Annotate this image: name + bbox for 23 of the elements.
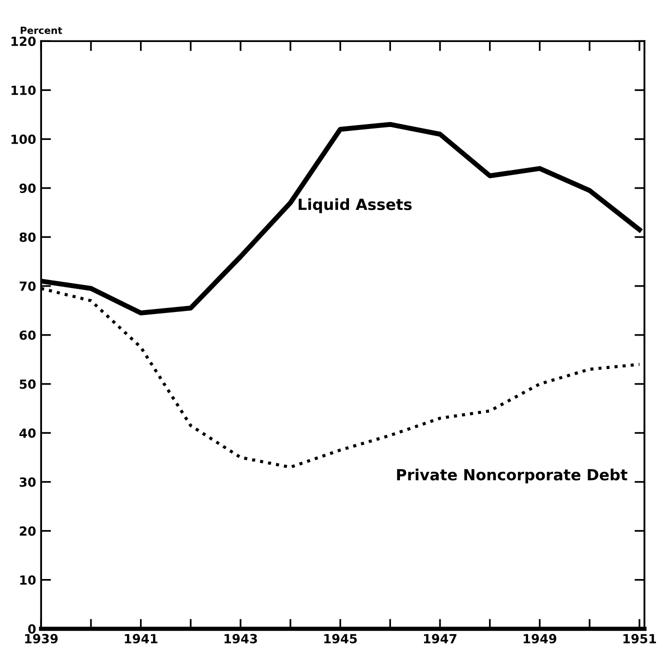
y-tick-label: 0	[28, 624, 36, 634]
y-tick-label: 70	[20, 281, 36, 291]
y-tick-label: 100	[12, 134, 36, 144]
y-tick-label: 80	[20, 232, 36, 242]
y-tick-label: 30	[20, 477, 36, 487]
y-tick-label: 40	[19, 428, 36, 438]
y-tick-label: 10	[20, 575, 36, 585]
y-tick-label: 60	[20, 330, 36, 340]
annotation: Private Noncorporate Debt	[397, 468, 628, 484]
annotation: Liquid Assets	[298, 198, 412, 214]
x-tick-label: 1939	[25, 634, 58, 644]
y-tick-label: 50	[20, 379, 36, 389]
y-tick-label: 20	[20, 526, 36, 536]
y-tick-label: 110	[12, 86, 36, 96]
y-tick-label: 120	[12, 36, 36, 46]
x-tick-label: 1947	[424, 634, 456, 644]
x-tick-label: 1945	[324, 634, 357, 644]
x-tick-label: 1943	[224, 634, 257, 644]
x-tick-label: 1941	[124, 634, 158, 644]
x-tick-label: 1951	[623, 634, 656, 644]
y-tick-label: 90	[19, 184, 36, 193]
y-axis-title: Percent	[20, 26, 62, 34]
x-tick-label: 1949	[524, 634, 556, 644]
